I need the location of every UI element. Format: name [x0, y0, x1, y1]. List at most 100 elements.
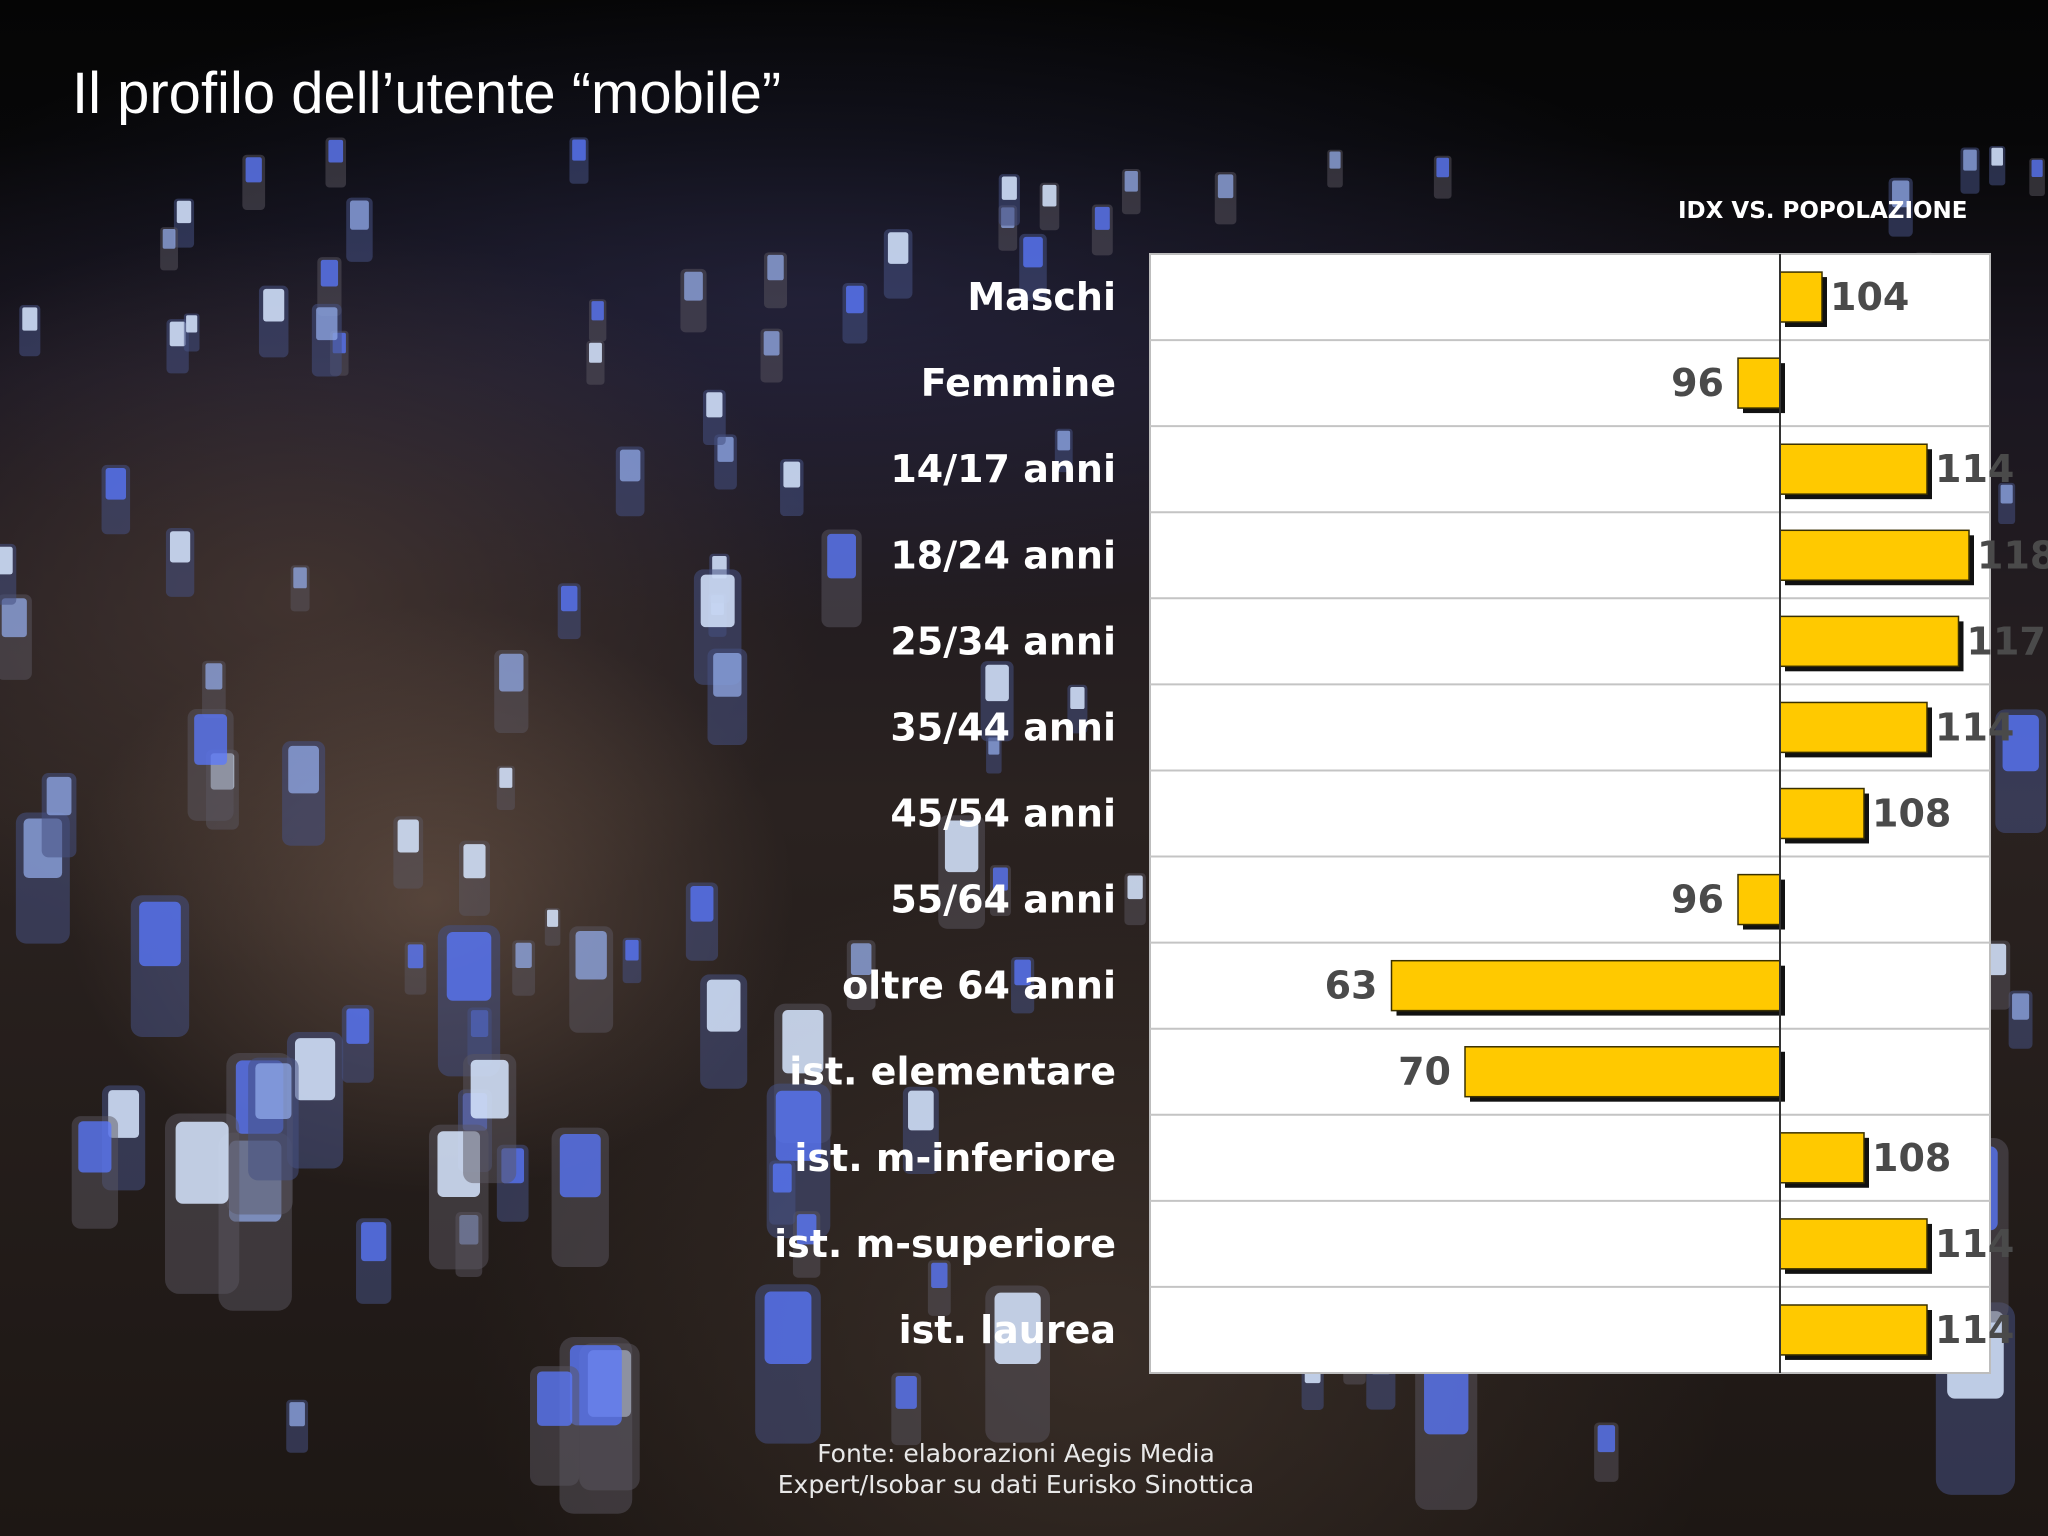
phone-screen — [1042, 184, 1057, 207]
phone-screen — [994, 1292, 1041, 1365]
bar — [1737, 873, 1781, 926]
bar — [1779, 529, 1970, 581]
phone-screen — [316, 307, 338, 341]
value-label: 114 — [1935, 1222, 2014, 1266]
value-label: 108 — [1872, 792, 1951, 836]
phone-screen — [1124, 171, 1138, 192]
phone-screen — [846, 285, 864, 314]
phone-screen — [827, 533, 856, 579]
phone-screen — [186, 315, 198, 333]
phone-screen — [1070, 686, 1085, 710]
phone-screen — [288, 745, 319, 794]
phone-screen — [328, 139, 344, 163]
phone-screen — [619, 449, 641, 482]
phone-screen — [22, 307, 38, 331]
category-label: 18/24 anni — [890, 533, 1116, 577]
category-label: ist. m-superiore — [774, 1222, 1116, 1266]
phone-screen — [589, 342, 602, 363]
phone-screen — [1597, 1425, 1616, 1453]
phone-screen — [992, 867, 1008, 891]
category-label: 45/54 anni — [890, 792, 1116, 836]
value-label: 63 — [1325, 964, 1378, 1008]
phone-screen — [1057, 430, 1071, 451]
phone-screen — [255, 1063, 292, 1120]
category-label: Maschi — [967, 275, 1116, 319]
phone-screen — [499, 767, 513, 788]
value-label: 114 — [1935, 705, 2014, 749]
phone-screen — [764, 1291, 812, 1364]
category-label: 14/17 anni — [890, 447, 1116, 491]
phone-screen — [169, 531, 191, 563]
value-label: 118 — [1977, 533, 2048, 577]
value-label: 96 — [1671, 361, 1724, 405]
phone-screen — [407, 944, 424, 969]
category-label: ist. m-inferiore — [794, 1136, 1116, 1180]
phone-screen — [560, 585, 578, 612]
phone-screen — [1014, 959, 1031, 986]
value-label: 108 — [1872, 1136, 1951, 1180]
bar — [1737, 357, 1781, 409]
category-label: ist. elementare — [789, 1050, 1116, 1094]
phone-screen — [293, 567, 307, 589]
category-label: 35/44 anni — [890, 705, 1116, 749]
category-label: Femmine — [921, 361, 1116, 405]
phone-screen — [575, 931, 607, 980]
phone-screen — [684, 271, 703, 301]
phone-screen — [0, 546, 13, 575]
phone-screen — [895, 1375, 917, 1409]
phone-screen — [139, 901, 181, 967]
phone-screen — [908, 1090, 934, 1131]
chart-bars — [1390, 271, 1974, 1360]
phone-screen — [205, 663, 223, 690]
category-label: ist. laurea — [899, 1308, 1116, 1352]
slide-title: Il profilo dell’utente “mobile” — [72, 61, 782, 126]
category-label: 25/34 anni — [890, 619, 1116, 663]
bar — [1779, 271, 1823, 323]
phone-screen — [470, 1059, 509, 1119]
chart-gridlines — [1150, 339, 1990, 1288]
phone-screen — [175, 1121, 229, 1204]
phone-screen — [569, 1345, 622, 1426]
phone-screen — [713, 652, 742, 697]
phone-screen — [931, 1262, 948, 1289]
phone-screen — [547, 909, 559, 927]
phone-screen — [1094, 206, 1110, 230]
phone-screen — [289, 1402, 305, 1427]
phone-screen — [775, 1090, 822, 1161]
bar — [1779, 1132, 1865, 1184]
phone-screen — [2012, 993, 2030, 1020]
phone-screen — [78, 1121, 112, 1173]
phone-screen — [706, 392, 723, 418]
phone-screen — [1424, 1365, 1469, 1435]
phone-screen — [767, 254, 784, 281]
phone-screen — [772, 1163, 792, 1193]
value-label: 117 — [1967, 619, 2046, 663]
phone-screen — [2002, 715, 2039, 772]
phone-screen — [2031, 159, 2043, 178]
bar — [1779, 443, 1928, 495]
phone-screen — [463, 844, 486, 879]
phone-screen — [1023, 236, 1043, 268]
bar — [1779, 615, 1960, 668]
phone-screen — [1127, 875, 1143, 900]
phone-screen — [446, 931, 492, 1001]
value-label: 114 — [1935, 1308, 2014, 1352]
value-labels: 104 96 114 118 117 114 108 96 63 70 108 114 114 — [1325, 275, 2048, 1352]
phone-screen — [263, 288, 285, 322]
phone-screen — [887, 232, 909, 264]
axis-title: IDX VS. POPOLAZIONE — [1678, 198, 1968, 224]
phone-screen — [1001, 176, 1017, 200]
phone-screen — [850, 943, 872, 976]
phone-screen — [1892, 180, 1910, 208]
phone-screen — [706, 979, 741, 1032]
phone-screen — [1963, 149, 1977, 171]
source-note: Fonte: elaborazioni Aegis Media Expert/I… — [740, 1438, 1292, 1500]
phone-screen — [346, 1008, 370, 1044]
bar — [1779, 701, 1928, 754]
bar — [1390, 959, 1781, 1012]
category-label: oltre 64 anni — [842, 964, 1116, 1008]
phone-screen — [796, 1214, 817, 1245]
phone-screen — [1217, 174, 1234, 199]
phone-screen — [985, 664, 1009, 702]
category-labels: Maschi Femmine 14/17 anni 18/24 anni 25/34 a… — [774, 275, 1116, 1352]
